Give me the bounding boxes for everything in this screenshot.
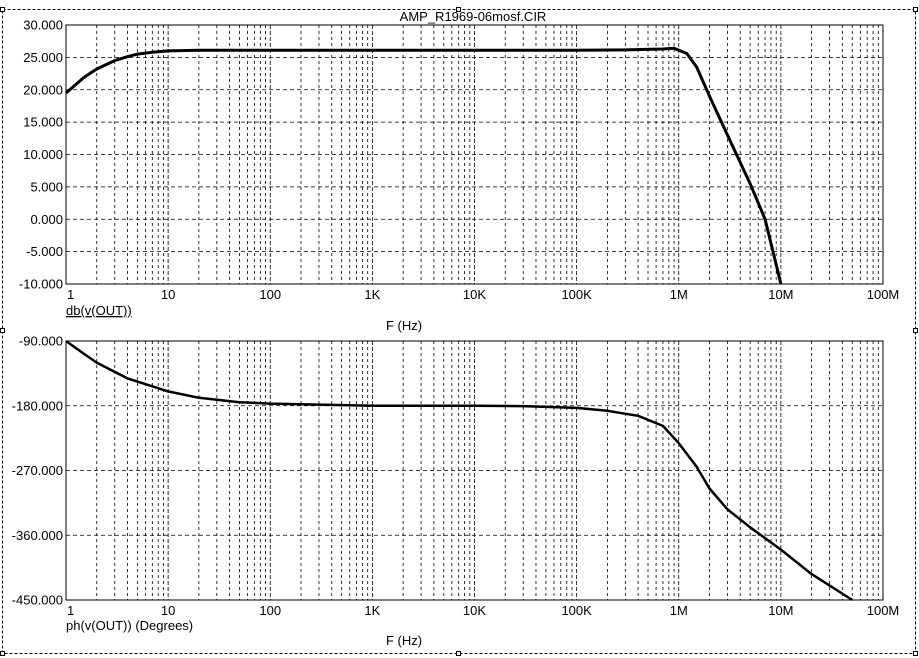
phase-y-tick-label: -450.000 <box>12 593 63 608</box>
magnitude-y-tick-label: 25.000 <box>23 50 63 65</box>
phase-plot: 1 10 100 1K 10K 100K 1M 10M 100M -90.000 -180.000 -… <box>12 334 900 649</box>
magnitude-y-tick-label: -5.000 <box>26 244 63 259</box>
magnitude-x-tick-label: 1M <box>670 287 688 302</box>
resize-handle-right-middle[interactable] <box>913 328 918 333</box>
resize-handle-top-right[interactable] <box>913 7 918 12</box>
magnitude-x-tick-label: 10 <box>161 287 175 302</box>
phase-x-tick-label: 100 <box>259 603 281 618</box>
phase-grid <box>66 341 883 600</box>
magnitude-x-tick-label: 100M <box>867 287 900 302</box>
phase-tick-labels: 1 10 100 1K 10K 100K 1M 10M 100M -90.000 -180.000 -… <box>12 334 900 619</box>
phase-trace <box>65 339 853 602</box>
window-title: AMP_R1969-06mosf.CIR <box>400 9 547 24</box>
magnitude-x-tick-label: 1 <box>67 287 74 302</box>
phase-x-tick-label: 1K <box>364 603 380 618</box>
resize-handle-top-left[interactable] <box>0 7 5 12</box>
magnitude-plot-area <box>65 24 884 285</box>
phase-y-tick-label: -270.000 <box>12 463 63 478</box>
magnitude-y-tick-label: -10.000 <box>19 277 63 292</box>
phase-x-axis-label: F (Hz) <box>386 633 422 648</box>
phase-x-tick-label: 10K <box>463 603 486 618</box>
window-border <box>2 9 916 654</box>
magnitude-trace-label[interactable]: db(v(OUT)) <box>66 303 132 318</box>
magnitude-y-tick-label: 10.000 <box>23 147 63 162</box>
magnitude-y-tick-label: 0.000 <box>30 212 63 227</box>
phase-y-tick-label: -360.000 <box>12 528 63 543</box>
magnitude-y-tick-label: 5.000 <box>30 179 63 194</box>
phase-x-tick-label: 100M <box>867 603 900 618</box>
phase-x-tick-label: 10 <box>161 603 175 618</box>
phase-y-tick-label: -180.000 <box>12 398 63 413</box>
phase-x-tick-label: 1M <box>670 603 688 618</box>
resize-handle-top-center[interactable] <box>456 7 461 12</box>
magnitude-x-tick-label: 100 <box>259 287 281 302</box>
magnitude-plot: 1 10 100 1K 10K 100K 1M 10M 100M 30.000 25.000 20.0… <box>19 18 899 334</box>
magnitude-x-tick-label: 10K <box>463 287 486 302</box>
resize-handle-bottom-left[interactable] <box>0 651 5 656</box>
magnitude-trace <box>65 46 783 285</box>
resize-handle-left-middle[interactable] <box>0 328 5 333</box>
magnitude-y-tick-label: 15.000 <box>23 115 63 130</box>
resize-handles[interactable] <box>0 7 918 656</box>
phase-plot-area <box>65 340 884 601</box>
magnitude-x-tick-label: 10M <box>768 287 793 302</box>
magnitude-x-axis-label: F (Hz) <box>386 318 422 333</box>
resize-handle-bottom-right[interactable] <box>913 651 918 656</box>
magnitude-tick-labels: 1 10 100 1K 10K 100K 1M 10M 100M 30.000 25.000 20.0… <box>19 18 899 303</box>
phase-trace-label[interactable]: ph(v(OUT)) (Degrees) <box>66 618 193 633</box>
phase-x-tick-label: 10M <box>768 603 793 618</box>
magnitude-y-tick-label: 20.000 <box>23 82 63 97</box>
magnitude-x-tick-label: 100K <box>561 287 592 302</box>
magnitude-x-tick-label: 1K <box>364 287 380 302</box>
phase-x-tick-label: 100K <box>561 603 592 618</box>
magnitude-grid <box>66 25 883 284</box>
phase-x-tick-label: 1 <box>67 603 74 618</box>
resize-handle-bottom-center[interactable] <box>456 651 461 656</box>
phase-y-tick-label: -90.000 <box>19 334 63 349</box>
magnitude-y-tick-label: 30.000 <box>23 18 63 33</box>
